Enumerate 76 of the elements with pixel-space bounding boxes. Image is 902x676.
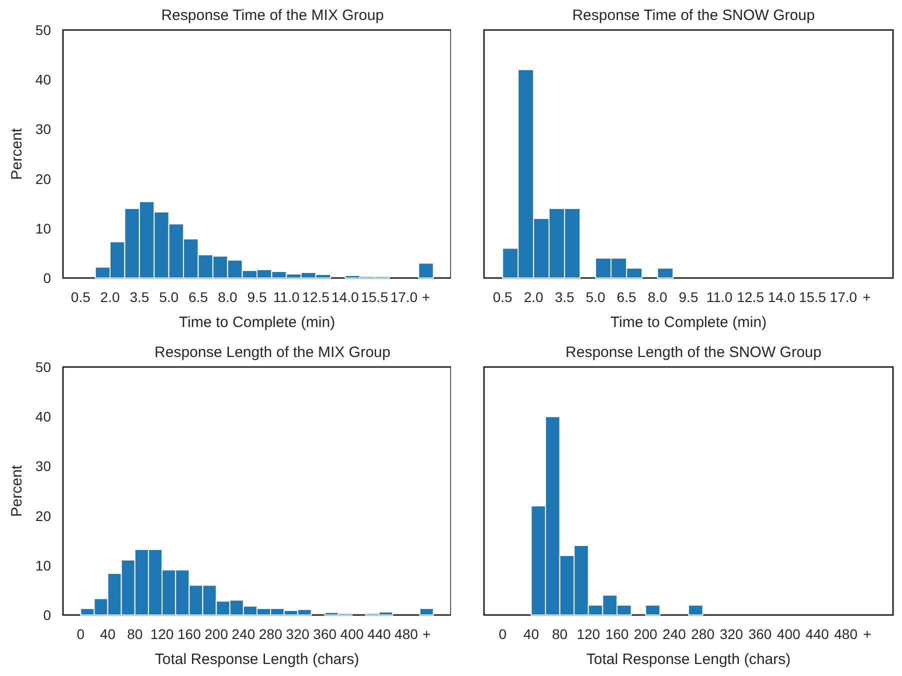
y-tick-label: 30 <box>35 458 52 474</box>
x-tick-label: + <box>863 626 872 642</box>
x-tick-label: 9.5 <box>678 289 698 305</box>
x-tick-label: 480 <box>394 626 418 642</box>
x-tick-label: 320 <box>720 626 744 642</box>
x-tick-label: 280 <box>691 626 715 642</box>
x-tick-label: 120 <box>576 626 600 642</box>
x-tick-label: 40 <box>523 626 540 642</box>
x-tick-label: 160 <box>177 626 202 642</box>
y-tick-label: 50 <box>35 22 52 38</box>
y-tick-label: 20 <box>35 170 52 187</box>
x-tick-label: 3.5 <box>130 289 150 305</box>
x-tick-label: 240 <box>662 626 686 642</box>
x-tick-label: 360 <box>748 626 772 642</box>
x-tick-label: 120 <box>150 626 174 642</box>
y-axis-title: Percent <box>8 464 26 517</box>
x-tick-label: 15.5 <box>798 289 826 305</box>
x-tick-label: 8.0 <box>218 289 238 305</box>
x-tick-label: 400 <box>340 626 364 642</box>
x-tick-label: 0 <box>76 626 85 642</box>
y-tick-label: 30 <box>35 121 52 138</box>
x-axis-title: Total Response Length (chars) <box>586 651 791 668</box>
x-tick-label: 8.0 <box>648 289 668 305</box>
y-tick-label: 50 <box>35 359 52 375</box>
x-tick-label: + <box>422 626 431 642</box>
x-tick-label: 12.5 <box>736 289 764 305</box>
x-tick-label: 280 <box>258 626 282 642</box>
y-tick-label: 40 <box>35 408 52 425</box>
x-tick-label: 6.5 <box>616 289 636 305</box>
x-tick-label: 6.5 <box>188 289 208 305</box>
chart-title: Response Time of the SNOW Group <box>572 7 815 24</box>
x-tick-label: 160 <box>605 626 629 642</box>
x-tick-label: 0.5 <box>70 289 91 305</box>
x-tick-label: 320 <box>286 626 310 642</box>
x-tick-label: 14.0 <box>768 289 796 305</box>
x-tick-label: 360 <box>313 626 337 642</box>
chart-title: Response Length of the MIX Group <box>154 344 390 361</box>
x-tick-label: 17.0 <box>390 289 418 305</box>
x-tick-label: 17.0 <box>830 289 858 305</box>
y-tick-label: 10 <box>35 220 52 236</box>
x-tick-label: 2.0 <box>100 289 120 305</box>
x-tick-label: 440 <box>367 626 391 642</box>
x-tick-label: 440 <box>806 626 830 642</box>
x-tick-label: 400 <box>776 626 800 642</box>
y-axis-title: Percent <box>8 127 26 180</box>
x-tick-label: 80 <box>552 626 568 642</box>
x-tick-label: 3.5 <box>554 289 574 305</box>
x-tick-label: 480 <box>834 626 858 642</box>
x-tick-label: + <box>862 289 871 305</box>
y-tick-label: 0 <box>43 270 52 286</box>
x-tick-label: 9.5 <box>247 289 267 305</box>
y-tick-label: 0 <box>43 607 52 623</box>
x-axis-title: Time to Complete (min) <box>610 314 767 331</box>
x-tick-label: 200 <box>634 626 658 642</box>
x-tick-label: 11.0 <box>706 289 733 305</box>
x-tick-label: 5.0 <box>159 289 179 305</box>
x-tick-label: 40 <box>100 626 116 642</box>
x-tick-label: 80 <box>127 626 143 642</box>
x-tick-label: 200 <box>204 626 228 642</box>
x-tick-label: 15.5 <box>360 289 388 305</box>
x-tick-label: 5.0 <box>586 289 606 305</box>
x-tick-label: 12.5 <box>302 289 330 305</box>
x-tick-label: 2.0 <box>524 289 544 305</box>
x-tick-label: 11.0 <box>273 289 300 305</box>
y-tick-label: 10 <box>35 557 52 574</box>
x-tick-label: + <box>422 289 430 305</box>
x-axis-title: Total Response Length (chars) <box>154 651 360 668</box>
x-axis-title: Time to Complete (min) <box>178 314 336 331</box>
x-tick-label: 0 <box>498 626 507 642</box>
x-tick-label: 240 <box>232 626 256 642</box>
x-tick-label: 14.0 <box>332 289 360 305</box>
y-tick-label: 20 <box>35 508 52 524</box>
y-tick-label: 40 <box>35 72 52 88</box>
chart-title: Response Time of the MIX Group <box>161 7 384 24</box>
chart-title: Response Length of the SNOW Group <box>566 344 822 361</box>
x-tick-label: 0.5 <box>492 289 513 305</box>
